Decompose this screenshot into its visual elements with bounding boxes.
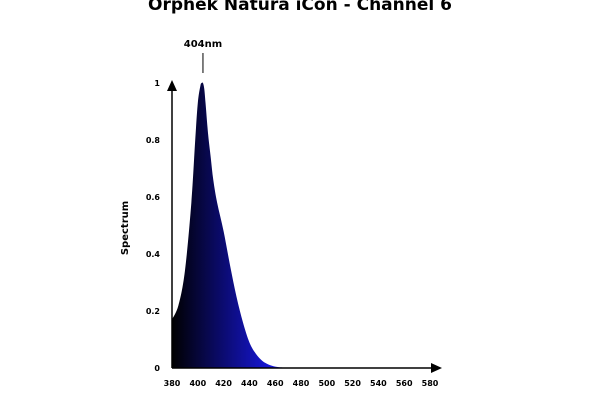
x-axis-ticks: 380 400 420 440 460 480 500 520 540 560 580 [164, 379, 439, 388]
y-tick-label: 0.2 [146, 307, 160, 316]
x-tick-label: 460 [267, 379, 284, 388]
x-tick-label: 400 [189, 379, 206, 388]
peak-label: 404nm [184, 39, 222, 50]
y-tick-label: 0 [154, 364, 160, 373]
x-tick-label: 580 [422, 379, 439, 388]
y-tick-label: 0.4 [146, 250, 161, 259]
axes [167, 80, 442, 373]
x-tick-label: 380 [164, 379, 181, 388]
x-tick-label: 480 [293, 379, 310, 388]
spectrum-area-series [172, 82, 289, 369]
x-axis-arrow [431, 363, 442, 373]
y-axis-ticks: 0 0.2 0.4 0.6 0.8 1 [146, 79, 161, 373]
y-tick-label: 1 [154, 79, 160, 88]
y-axis-arrow [167, 80, 177, 91]
peak-annotation: 404nm [184, 39, 222, 73]
x-tick-label: 500 [318, 379, 335, 388]
y-tick-label: 0.8 [146, 136, 161, 145]
y-tick-label: 0.6 [146, 193, 161, 202]
x-tick-label: 420 [215, 379, 232, 388]
chart-title: Orphek Natura iCon - Channel 6 [148, 0, 452, 15]
x-tick-label: 440 [241, 379, 258, 388]
x-tick-label: 520 [344, 379, 361, 388]
y-axis-title: Spectrum [120, 201, 131, 255]
x-tick-label: 560 [396, 379, 413, 388]
x-tick-label: 540 [370, 379, 387, 388]
